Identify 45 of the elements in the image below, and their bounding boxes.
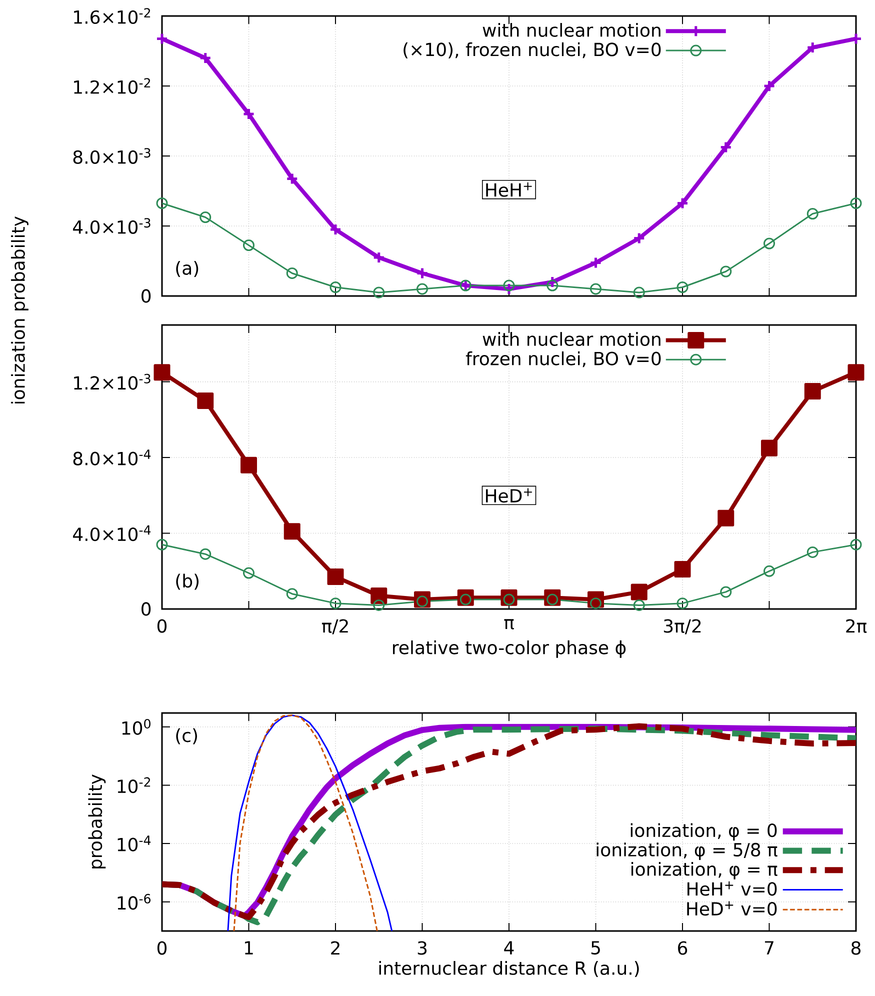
y-tick-label: 1.6×10$^{-2}$ xyxy=(74,8,150,24)
y-tick-label: 1.2×10$^{-3}$ xyxy=(74,374,150,390)
legend-label: ionization, φ = 0 xyxy=(630,823,777,841)
y-tick-label: 0 xyxy=(142,289,151,303)
legend-label: with nuclear motion xyxy=(482,332,660,346)
x-tick-label: π/2 xyxy=(322,619,348,634)
x-tick-label: 6 xyxy=(678,941,688,955)
y-tick-label: 10$^{-4}$ xyxy=(118,836,151,852)
y-tick-label: 8.0×10$^{-3}$ xyxy=(73,148,150,164)
annotation: (a) xyxy=(176,260,198,277)
x-axis-title: internuclear distance R (a.u.) xyxy=(379,961,639,978)
y-tick-label: 1.2×10$^{-2}$ xyxy=(74,78,150,94)
y-tick-label: 8.0×10$^{-4}$ xyxy=(73,450,151,466)
x-tick-label: 8 xyxy=(851,941,860,955)
x-tick-label: 0 xyxy=(157,619,167,633)
annotation: (b) xyxy=(176,574,199,590)
y-tick-label: 0 xyxy=(142,602,151,616)
x-tick-label: 4 xyxy=(504,941,514,954)
x-tick-label: 7 xyxy=(764,941,774,954)
x-axis-title: relative two-color phase ϕ xyxy=(393,640,626,658)
x-tick-label: 2 xyxy=(331,941,340,955)
legend-label: HeD$^{+}$ v=0 xyxy=(687,901,777,916)
y-tick-label: 10$^{0}$ xyxy=(122,718,150,735)
y-tick-label: 10$^{-2}$ xyxy=(118,777,150,794)
y-tick-label: 4.0×10$^{-3}$ xyxy=(73,218,150,234)
legend-label: (×10), frozen nuclei, BO v=0 xyxy=(404,42,661,58)
y-tick-label: 10$^{-6}$ xyxy=(118,894,150,910)
x-tick-label: 3 xyxy=(418,941,427,955)
legend-label: HeH$^{+}$ v=0 xyxy=(688,881,777,896)
annotation: (c) xyxy=(176,728,197,744)
x-tick-label: 2π xyxy=(846,619,867,633)
legend-label: ionization, φ = 5/8 π xyxy=(596,842,778,860)
y-tick-label: 4.0×10$^{-4}$ xyxy=(73,525,151,542)
x-tick-label: π xyxy=(504,619,514,630)
x-tick-label: 1 xyxy=(245,941,253,954)
y-axis-title: probability xyxy=(88,774,106,868)
x-tick-label: 0 xyxy=(157,941,167,955)
legend-label: ionization, φ = π xyxy=(631,862,778,880)
x-tick-label: 3π/2 xyxy=(664,619,701,634)
x-tick-label: 5 xyxy=(591,941,600,955)
y-axis-title: ionization probability xyxy=(11,216,28,404)
legend-label: with nuclear motion xyxy=(482,22,660,37)
legend-label: frozen nuclei, BO v=0 xyxy=(466,351,661,368)
annotation: HeH$^{+}$ xyxy=(486,182,532,197)
annotation: HeD$^{+}$ xyxy=(486,488,532,503)
